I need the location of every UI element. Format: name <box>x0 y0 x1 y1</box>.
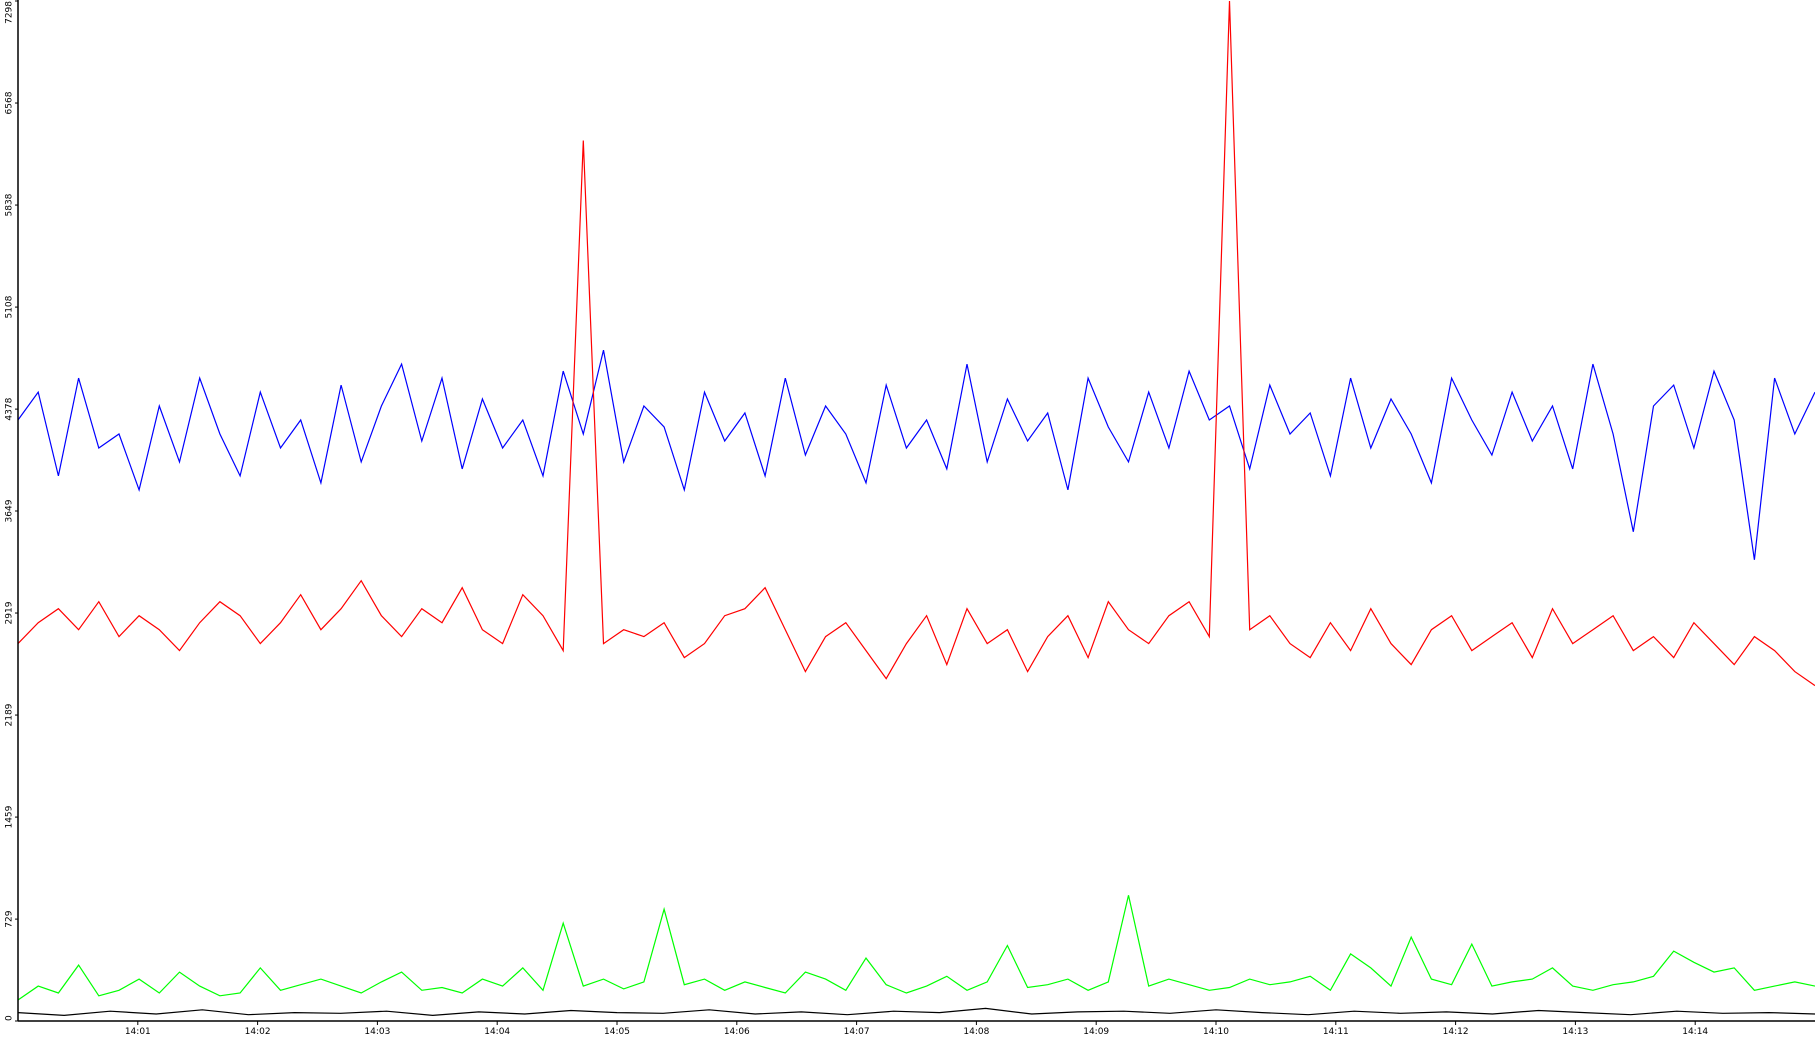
y-tick-label: 2919 <box>5 601 15 624</box>
x-tick-label: 14:02 <box>245 1027 271 1037</box>
y-tick-label: 3649 <box>5 499 15 522</box>
series-line <box>17 349 1815 560</box>
y-tick-label: 2189 <box>5 703 15 726</box>
y-tick-label: 5838 <box>5 193 15 216</box>
x-tick-label: 14:08 <box>963 1027 989 1037</box>
x-tick-label: 14:09 <box>1083 1027 1109 1037</box>
x-tick-label: 14:14 <box>1682 1027 1708 1037</box>
x-tick-label: 14:04 <box>484 1027 510 1037</box>
x-tick-label: 14:11 <box>1323 1027 1349 1037</box>
y-tick-label: 0 <box>5 1015 15 1021</box>
series-line <box>17 1007 1815 1017</box>
x-tick-label: 14:01 <box>125 1027 151 1037</box>
x-tick-label: 14:07 <box>844 1027 870 1037</box>
y-tick-label: 4378 <box>5 397 15 420</box>
x-tick-label: 14:12 <box>1443 1027 1469 1037</box>
y-tick-label: 1459 <box>5 805 15 828</box>
x-tick-label: 14:03 <box>364 1027 390 1037</box>
y-tick-label: 7298 <box>5 1 15 24</box>
series-line <box>17 0 1815 687</box>
x-tick-label: 14:10 <box>1203 1027 1229 1037</box>
y-tick-label: 729 <box>5 910 15 927</box>
series-line <box>17 895 1815 1001</box>
y-tick-label: 6568 <box>5 91 15 114</box>
x-tick-label: 14:13 <box>1562 1027 1588 1037</box>
x-tick-label: 14:06 <box>724 1027 750 1037</box>
y-tick-label: 5108 <box>5 295 15 318</box>
x-tick-label: 14:05 <box>604 1027 630 1037</box>
